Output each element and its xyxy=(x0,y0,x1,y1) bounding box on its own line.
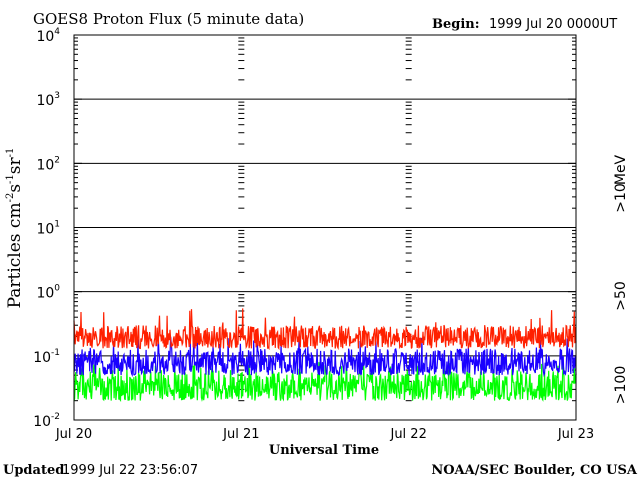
legend-entry-10: >10 xyxy=(613,183,629,213)
legend-entry-100: >100 xyxy=(613,366,629,404)
y-tick-base: 10 xyxy=(33,350,51,366)
y-axis-label-mid1: s xyxy=(5,184,25,193)
updated-value: 1999 Jul 22 23:56:07 xyxy=(62,463,198,478)
y-tick-label: 100 xyxy=(36,284,60,302)
y-axis-label-mid2: sr xyxy=(5,156,25,174)
y-axis-label-exp3: -1 xyxy=(5,148,16,158)
y-tick-label: 10-1 xyxy=(33,348,60,366)
y-tick-base: 10 xyxy=(36,286,54,302)
x-tick-label: Jul 20 xyxy=(55,427,92,442)
y-tick-exponent: 2 xyxy=(54,155,60,165)
begin-value: 1999 Jul 20 0000UT xyxy=(489,17,617,32)
y-tick-exponent: 0 xyxy=(54,284,60,294)
flux-series-line xyxy=(73,336,577,378)
x-tick-labels: Jul 20 Jul 21 Jul 22 Jul 23 xyxy=(55,427,594,442)
x-axis-label: Universal Time xyxy=(269,443,379,458)
y-tick-base: 10 xyxy=(36,222,54,238)
y-tick-base: 10 xyxy=(36,157,54,173)
begin-label: Begin: xyxy=(432,17,480,32)
y-tick-base: 10 xyxy=(36,29,54,45)
plot-frame xyxy=(73,34,577,421)
y-axis-label: Particles cm-2s-1sr-1 xyxy=(5,148,25,309)
y-axis-label-exp1: -2 xyxy=(5,193,16,203)
y-axis-label-base: Particles cm xyxy=(5,202,25,308)
y-tick-base: 10 xyxy=(33,414,51,430)
grid-layer xyxy=(74,34,576,421)
y-tick-base: 10 xyxy=(36,93,54,109)
credit-text: NOAA/SEC Boulder, CO USA xyxy=(431,463,638,478)
flux-series-line xyxy=(73,308,577,351)
energy-legend: MeV >10 >50 >100 xyxy=(613,154,629,404)
y-tick-label: 104 xyxy=(36,27,60,45)
y-tick-label: 101 xyxy=(36,220,60,238)
flux-series-line xyxy=(73,362,577,403)
y-tick-exponent: 1 xyxy=(54,220,60,230)
chart-title: GOES8 Proton Flux (5 minute data) xyxy=(33,10,304,28)
y-tick-label: 103 xyxy=(36,91,60,109)
x-tick-label: Jul 23 xyxy=(557,427,594,442)
y-tick-exponent: 3 xyxy=(54,91,60,101)
legend-entry-50: >50 xyxy=(613,281,629,311)
y-axis-label-exp2: -1 xyxy=(5,174,16,184)
y-tick-exponent: 4 xyxy=(54,27,60,37)
x-tick-label: Jul 22 xyxy=(389,427,426,442)
y-tick-exponent: -2 xyxy=(51,412,60,422)
series-layer xyxy=(73,308,577,403)
x-tick-label: Jul 21 xyxy=(222,427,259,442)
y-tick-label: 10-2 xyxy=(33,412,60,430)
y-tick-label: 102 xyxy=(36,155,60,173)
updated-label: Updated xyxy=(3,463,64,478)
legend-unit: MeV xyxy=(613,154,629,185)
y-tick-exponent: -1 xyxy=(51,348,60,358)
